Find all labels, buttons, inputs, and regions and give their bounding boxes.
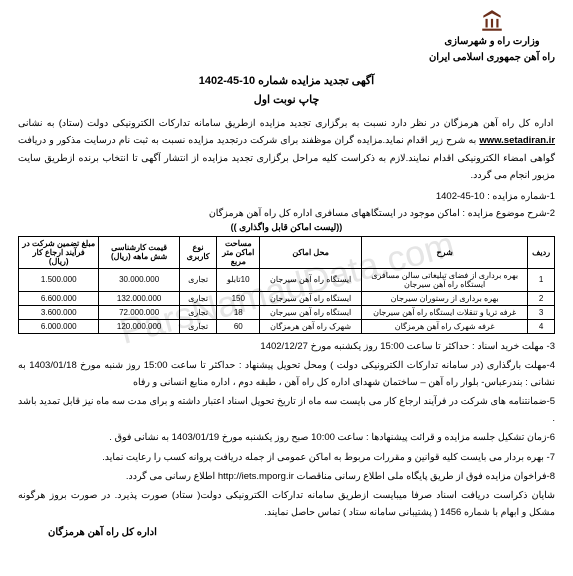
- ministry-line2: راه آهن جمهوری اسلامی ایران: [429, 50, 555, 66]
- table-cell: غرفه تریا و تنقلات ایستگاه راه آهن سیرجا…: [362, 305, 528, 319]
- table-cell: ایستگاه راه آهن سیرجان: [260, 305, 362, 319]
- intro-after: به شرح زیر اقدام نماید.مزایده گران موظفن…: [18, 135, 555, 180]
- table-caption: ((لیست اماکن قابل واگذاری )): [18, 222, 555, 233]
- item-1: 1-شماره مزایده : 10-45-1402: [18, 188, 555, 205]
- table-cell: 150: [217, 291, 260, 305]
- setad-url: www.setadiran.ir: [479, 135, 555, 146]
- item-8-after: اطلاع رسانی می گردد.: [126, 471, 215, 482]
- table-row: 1بهره برداری از فضای تبلیغاتی سالن مسافر…: [19, 268, 555, 291]
- title-block: آگهی تجدید مزایده شماره 10-45-1402 چاپ ن…: [18, 72, 555, 109]
- places-table: ردیفشرحمحل اماکنمساحت اماکن متر مربعنوع …: [18, 236, 555, 334]
- ministry-line1: وزارت راه و شهرسازی: [429, 34, 555, 50]
- intro-paragraph: اداره کل راه آهن هرمزگان در نظر دارد نسب…: [18, 115, 555, 183]
- item-5: 5-ضمانتنامه های شرکت در فرآیند ارجاع کار…: [18, 393, 555, 427]
- item-6: 6-زمان تشکیل جلسه مزایده و قرائت پیشنهاد…: [18, 429, 555, 446]
- title-line1: آگهی تجدید مزایده شماره 10-45-1402: [18, 72, 555, 91]
- table-cell: 30.000.000: [99, 268, 179, 291]
- table-cell: 18: [217, 305, 260, 319]
- table-col-header: شرح: [362, 236, 528, 268]
- header: وزارت راه و شهرسازی راه آهن جمهوری اسلام…: [18, 8, 555, 66]
- table-row: 2بهره برداری از رستوران سیرجانایستگاه را…: [19, 291, 555, 305]
- logo-column: وزارت راه و شهرسازی راه آهن جمهوری اسلام…: [429, 8, 555, 66]
- title-line2: چاپ نوبت اول: [18, 91, 555, 110]
- iets-url: http://iets.mporg.ir: [218, 471, 294, 482]
- table-col-header: مبلغ تضمین شرکت در فرآیند ارجاع کار (ریا…: [19, 236, 99, 268]
- table-cell: بهره برداری از رستوران سیرجان: [362, 291, 528, 305]
- table-cell: تجاری: [179, 291, 217, 305]
- item-8-before: 8-فراخوان مزایده فوق از طریق پایگاه ملی …: [294, 471, 555, 482]
- item-3: 3- مهلت خرید اسناد : حداکثر تا ساعت 15:0…: [18, 338, 555, 355]
- table-cell: تجاری: [179, 268, 217, 291]
- table-row: 3غرفه تریا و تنقلات ایستگاه راه آهن سیرج…: [19, 305, 555, 319]
- table-col-header: قیمت کارشناسی شش ماهه (ریال): [99, 236, 179, 268]
- table-cell: 120.000.000: [99, 319, 179, 333]
- table-cell: 10تابلو: [217, 268, 260, 291]
- table-cell: تجاری: [179, 305, 217, 319]
- document-content: وزارت راه و شهرسازی راه آهن جمهوری اسلام…: [18, 8, 555, 538]
- table-col-header: مساحت اماکن متر مربع: [217, 236, 260, 268]
- table-head: ردیفشرحمحل اماکنمساحت اماکن متر مربعنوع …: [19, 236, 555, 268]
- table-cell: تجاری: [179, 319, 217, 333]
- signature: اداره کل راه آهن هرمزگان: [18, 527, 555, 538]
- support-note: شایان ذکراست دریافت اسناد صرفا میبایست ا…: [18, 487, 555, 521]
- table-cell: 60: [217, 319, 260, 333]
- table-row: 4غرفه شهرک راه آهن هرمزگانشهرک راه آهن ه…: [19, 319, 555, 333]
- table-header-row: ردیفشرحمحل اماکنمساحت اماکن متر مربعنوع …: [19, 236, 555, 268]
- item-2: 2-شرح موضوع مزایده : اماکن موجود در ایست…: [18, 205, 555, 222]
- table-cell: ایستگاه راه آهن سیرجان: [260, 268, 362, 291]
- item-7: 7- بهره بردار می بایست کلیه قوانین و مقر…: [18, 449, 555, 466]
- table-cell: غرفه شهرک راه آهن هرمزگان: [362, 319, 528, 333]
- rail-logo-icon: [479, 8, 505, 34]
- table-col-header: ردیف: [528, 236, 555, 268]
- table-col-header: محل اماکن: [260, 236, 362, 268]
- ministry-block: وزارت راه و شهرسازی راه آهن جمهوری اسلام…: [429, 34, 555, 66]
- table-body: 1بهره برداری از فضای تبلیغاتی سالن مسافر…: [19, 268, 555, 333]
- table-cell: 6.600.000: [19, 291, 99, 305]
- table-cell: ایستگاه راه آهن سیرجان: [260, 291, 362, 305]
- table-cell: 2: [528, 291, 555, 305]
- table-cell: 72.000.000: [99, 305, 179, 319]
- intro-before: اداره کل راه آهن هرمزگان در نظر دارد نسب…: [18, 118, 553, 129]
- table-cell: 3: [528, 305, 555, 319]
- table-cell: 3.600.000: [19, 305, 99, 319]
- table-cell: 132.000.000: [99, 291, 179, 305]
- table-cell: 4: [528, 319, 555, 333]
- item-8: 8-فراخوان مزایده فوق از طریق پایگاه ملی …: [18, 468, 555, 485]
- item-4: 4-مهلت بارگذاری (در سامانه تدارکات الکتر…: [18, 357, 555, 391]
- table-cell: شهرک راه آهن هرمزگان: [260, 319, 362, 333]
- table-cell: بهره برداری از فضای تبلیغاتی سالن مسافری…: [362, 268, 528, 291]
- table-cell: 1.500.000: [19, 268, 99, 291]
- table-cell: 6.000.000: [19, 319, 99, 333]
- table-col-header: نوع کاربری: [179, 236, 217, 268]
- table-cell: 1: [528, 268, 555, 291]
